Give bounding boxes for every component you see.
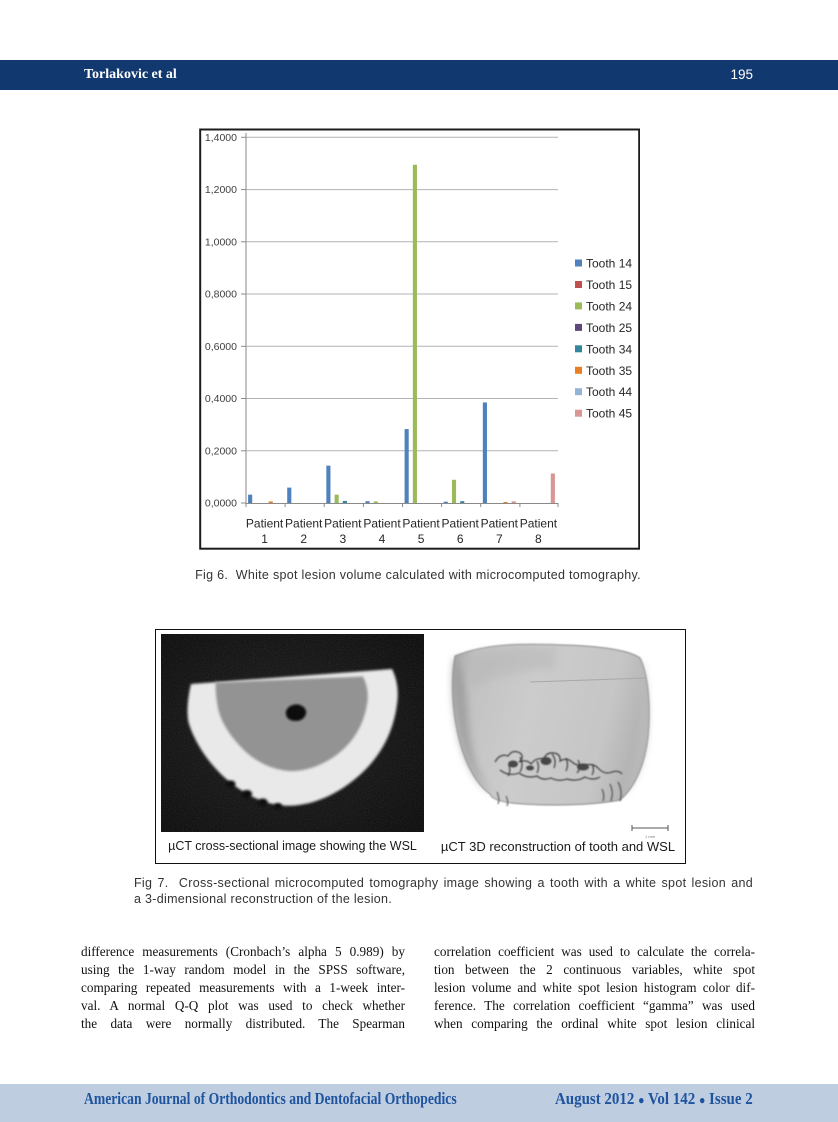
- svg-text:Patient: Patient: [285, 517, 323, 531]
- svg-text:0,0000: 0,0000: [205, 498, 237, 510]
- svg-text:Tooth 25: Tooth 25: [586, 321, 632, 335]
- svg-text:5: 5: [418, 532, 425, 546]
- svg-text:0,2000: 0,2000: [205, 445, 237, 457]
- svg-text:Patient: Patient: [442, 517, 480, 531]
- svg-text:6: 6: [457, 532, 464, 546]
- svg-text:Tooth 15: Tooth 15: [586, 278, 632, 292]
- svg-text:8: 8: [535, 532, 542, 546]
- svg-text:7: 7: [496, 532, 503, 546]
- svg-text:Tooth 34: Tooth 34: [586, 342, 632, 356]
- svg-text:Patient: Patient: [324, 517, 362, 531]
- svg-text:1,0000: 1,0000: [205, 236, 237, 248]
- svg-text:Patient: Patient: [481, 517, 519, 531]
- svg-text:0,6000: 0,6000: [205, 341, 237, 353]
- svg-text:Tooth 45: Tooth 45: [586, 407, 632, 421]
- svg-text:0,4000: 0,4000: [205, 393, 237, 405]
- svg-text:1,4000: 1,4000: [205, 132, 237, 144]
- svg-text:Tooth 44: Tooth 44: [586, 385, 632, 399]
- svg-text:3: 3: [339, 532, 346, 546]
- svg-text:4: 4: [379, 532, 386, 546]
- svg-text:1: 1: [261, 532, 268, 546]
- svg-text:Patient: Patient: [363, 517, 401, 531]
- svg-text:Patient: Patient: [246, 517, 284, 531]
- svg-text:Tooth 35: Tooth 35: [586, 364, 632, 378]
- svg-text:0,8000: 0,8000: [205, 289, 237, 301]
- svg-text:1,2000: 1,2000: [205, 184, 237, 196]
- svg-text:Tooth 14: Tooth 14: [586, 257, 632, 271]
- svg-text:Patient: Patient: [402, 517, 440, 531]
- svg-text:Tooth 24: Tooth 24: [586, 299, 632, 313]
- svg-text:2: 2: [300, 532, 307, 546]
- svg-text:Patient: Patient: [520, 517, 558, 531]
- svg-text:1 mm: 1 mm: [645, 834, 656, 839]
